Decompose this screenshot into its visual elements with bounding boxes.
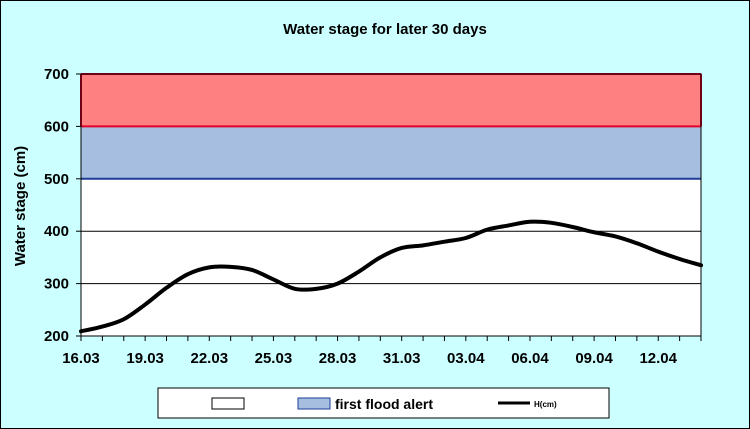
legend-label-series: H(cm) bbox=[534, 400, 557, 409]
y-tick-label-1: 300 bbox=[44, 276, 69, 293]
legend: first flood alert H(cm) bbox=[157, 387, 610, 419]
x-tick-label-1: 19.03 bbox=[126, 350, 164, 367]
y-tick-label-3: 500 bbox=[44, 171, 69, 188]
x-tick-label-5: 31.03 bbox=[383, 350, 421, 367]
alert-band-2 bbox=[81, 74, 701, 127]
alert-band-1 bbox=[81, 126, 701, 179]
y-tick-label-4: 600 bbox=[44, 118, 69, 135]
y-axis-title: Water stage (cm) bbox=[12, 146, 29, 266]
x-tick-label-2: 22.03 bbox=[191, 350, 229, 367]
x-tick-label-8: 09.04 bbox=[575, 350, 613, 367]
y-tick-label-2: 400 bbox=[44, 223, 69, 240]
x-tick-label-0: 16.03 bbox=[62, 350, 100, 367]
y-tick-label-0: 200 bbox=[44, 328, 69, 345]
x-tick-label-6: 03.04 bbox=[447, 350, 485, 367]
x-tick-label-4: 28.03 bbox=[319, 350, 357, 367]
series-line-0 bbox=[79, 219, 703, 334]
chart-title: Water stage for later 30 days bbox=[283, 21, 487, 38]
plot-area: 200 300 400 500 600 700 16.03 19.03 22.03 25.03 28… bbox=[44, 66, 703, 367]
x-tick-label-7: 06.04 bbox=[511, 350, 549, 367]
legend-swatch-alert bbox=[297, 397, 331, 410]
alert-band-0 bbox=[81, 178, 701, 232]
plot-frame bbox=[80, 73, 702, 337]
y-tick-label-5: 700 bbox=[44, 66, 69, 83]
legend-swatch-white bbox=[211, 397, 245, 410]
x-tick-label-3: 25.03 bbox=[255, 350, 293, 367]
legend-label-alert: first flood alert bbox=[335, 396, 433, 412]
x-tick-label-9: 12.04 bbox=[639, 350, 677, 367]
